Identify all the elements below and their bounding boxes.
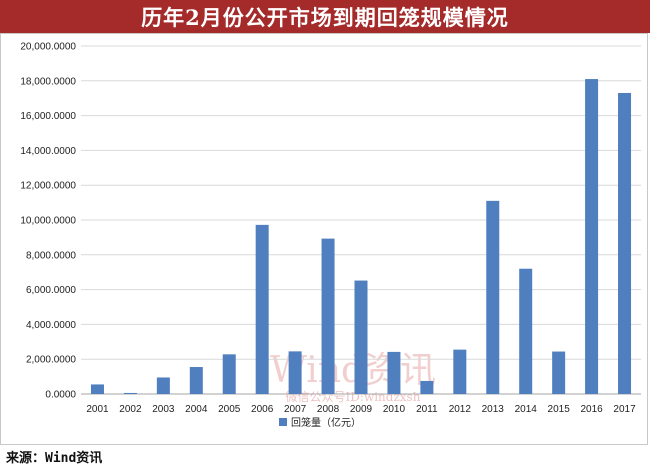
y-tick-label: 0.0000 xyxy=(45,390,76,401)
y-tick-label: 10,000.0000 xyxy=(20,216,76,227)
y-tick-label: 2,000.0000 xyxy=(26,355,76,366)
bar xyxy=(123,392,137,394)
x-tick-label: 2007 xyxy=(284,404,307,415)
bar xyxy=(222,354,236,394)
bar xyxy=(255,224,269,394)
watermark-subtitle: 微信公众号ID:windzxsh xyxy=(286,390,421,404)
x-tick-label: 2003 xyxy=(152,404,175,415)
bar xyxy=(585,79,599,394)
chart-title: 历年2月份公开市场到期回笼规模情况 xyxy=(141,4,509,30)
x-tick-label: 2010 xyxy=(383,404,406,415)
bar xyxy=(354,280,368,394)
legend-swatch xyxy=(279,418,287,426)
x-tick-label: 2006 xyxy=(251,404,274,415)
bar xyxy=(519,268,533,394)
y-tick-label: 18,000.0000 xyxy=(20,76,76,87)
bar xyxy=(156,377,170,394)
bar xyxy=(486,200,500,394)
chart-frame: Wind资讯 微信公众号ID:windzxsh 0.0000 2,000.0000 4,… xyxy=(0,33,648,445)
x-tick-label: 2002 xyxy=(119,404,142,415)
bar xyxy=(288,351,302,394)
x-tick-label: 2017 xyxy=(613,404,636,415)
bar xyxy=(420,380,434,394)
y-tick-label: 20,000.0000 xyxy=(20,42,76,53)
x-tick-label: 2001 xyxy=(86,404,109,415)
bar xyxy=(552,351,566,394)
y-tick-label: 12,000.0000 xyxy=(20,181,76,192)
x-tick-label: 2014 xyxy=(515,404,538,415)
y-tick-label: 6,000.0000 xyxy=(26,285,76,296)
y-tick-label: 14,000.0000 xyxy=(20,146,76,157)
bar xyxy=(387,351,401,394)
x-tick-label: 2015 xyxy=(548,404,571,415)
bar xyxy=(321,238,335,394)
bar xyxy=(453,349,467,394)
bar xyxy=(618,92,632,395)
x-tick-label: 2009 xyxy=(350,404,373,415)
bar xyxy=(189,367,203,394)
legend-label: 回笼量（亿元） xyxy=(291,416,361,429)
source-note: 来源：Wind资讯 xyxy=(6,451,103,466)
x-tick-label: 2008 xyxy=(317,404,340,415)
x-tick-label: 2013 xyxy=(482,404,505,415)
bar-chart: Wind资讯微信公众号ID:windzxsh0.00002,000.00004,… xyxy=(20,42,641,429)
title-bar: 历年2月份公开市场到期回笼规模情况 xyxy=(0,0,650,33)
y-tick-label: 8,000.0000 xyxy=(26,250,76,261)
x-tick-label: 2012 xyxy=(449,404,472,415)
x-tick-label: 2011 xyxy=(416,404,438,415)
y-tick-label: 16,000.0000 xyxy=(20,111,76,122)
x-tick-label: 2005 xyxy=(218,404,241,415)
x-tick-label: 2016 xyxy=(580,404,603,415)
bar xyxy=(90,384,104,394)
y-tick-label: 4,000.0000 xyxy=(26,320,76,331)
x-tick-label: 2004 xyxy=(185,404,208,415)
